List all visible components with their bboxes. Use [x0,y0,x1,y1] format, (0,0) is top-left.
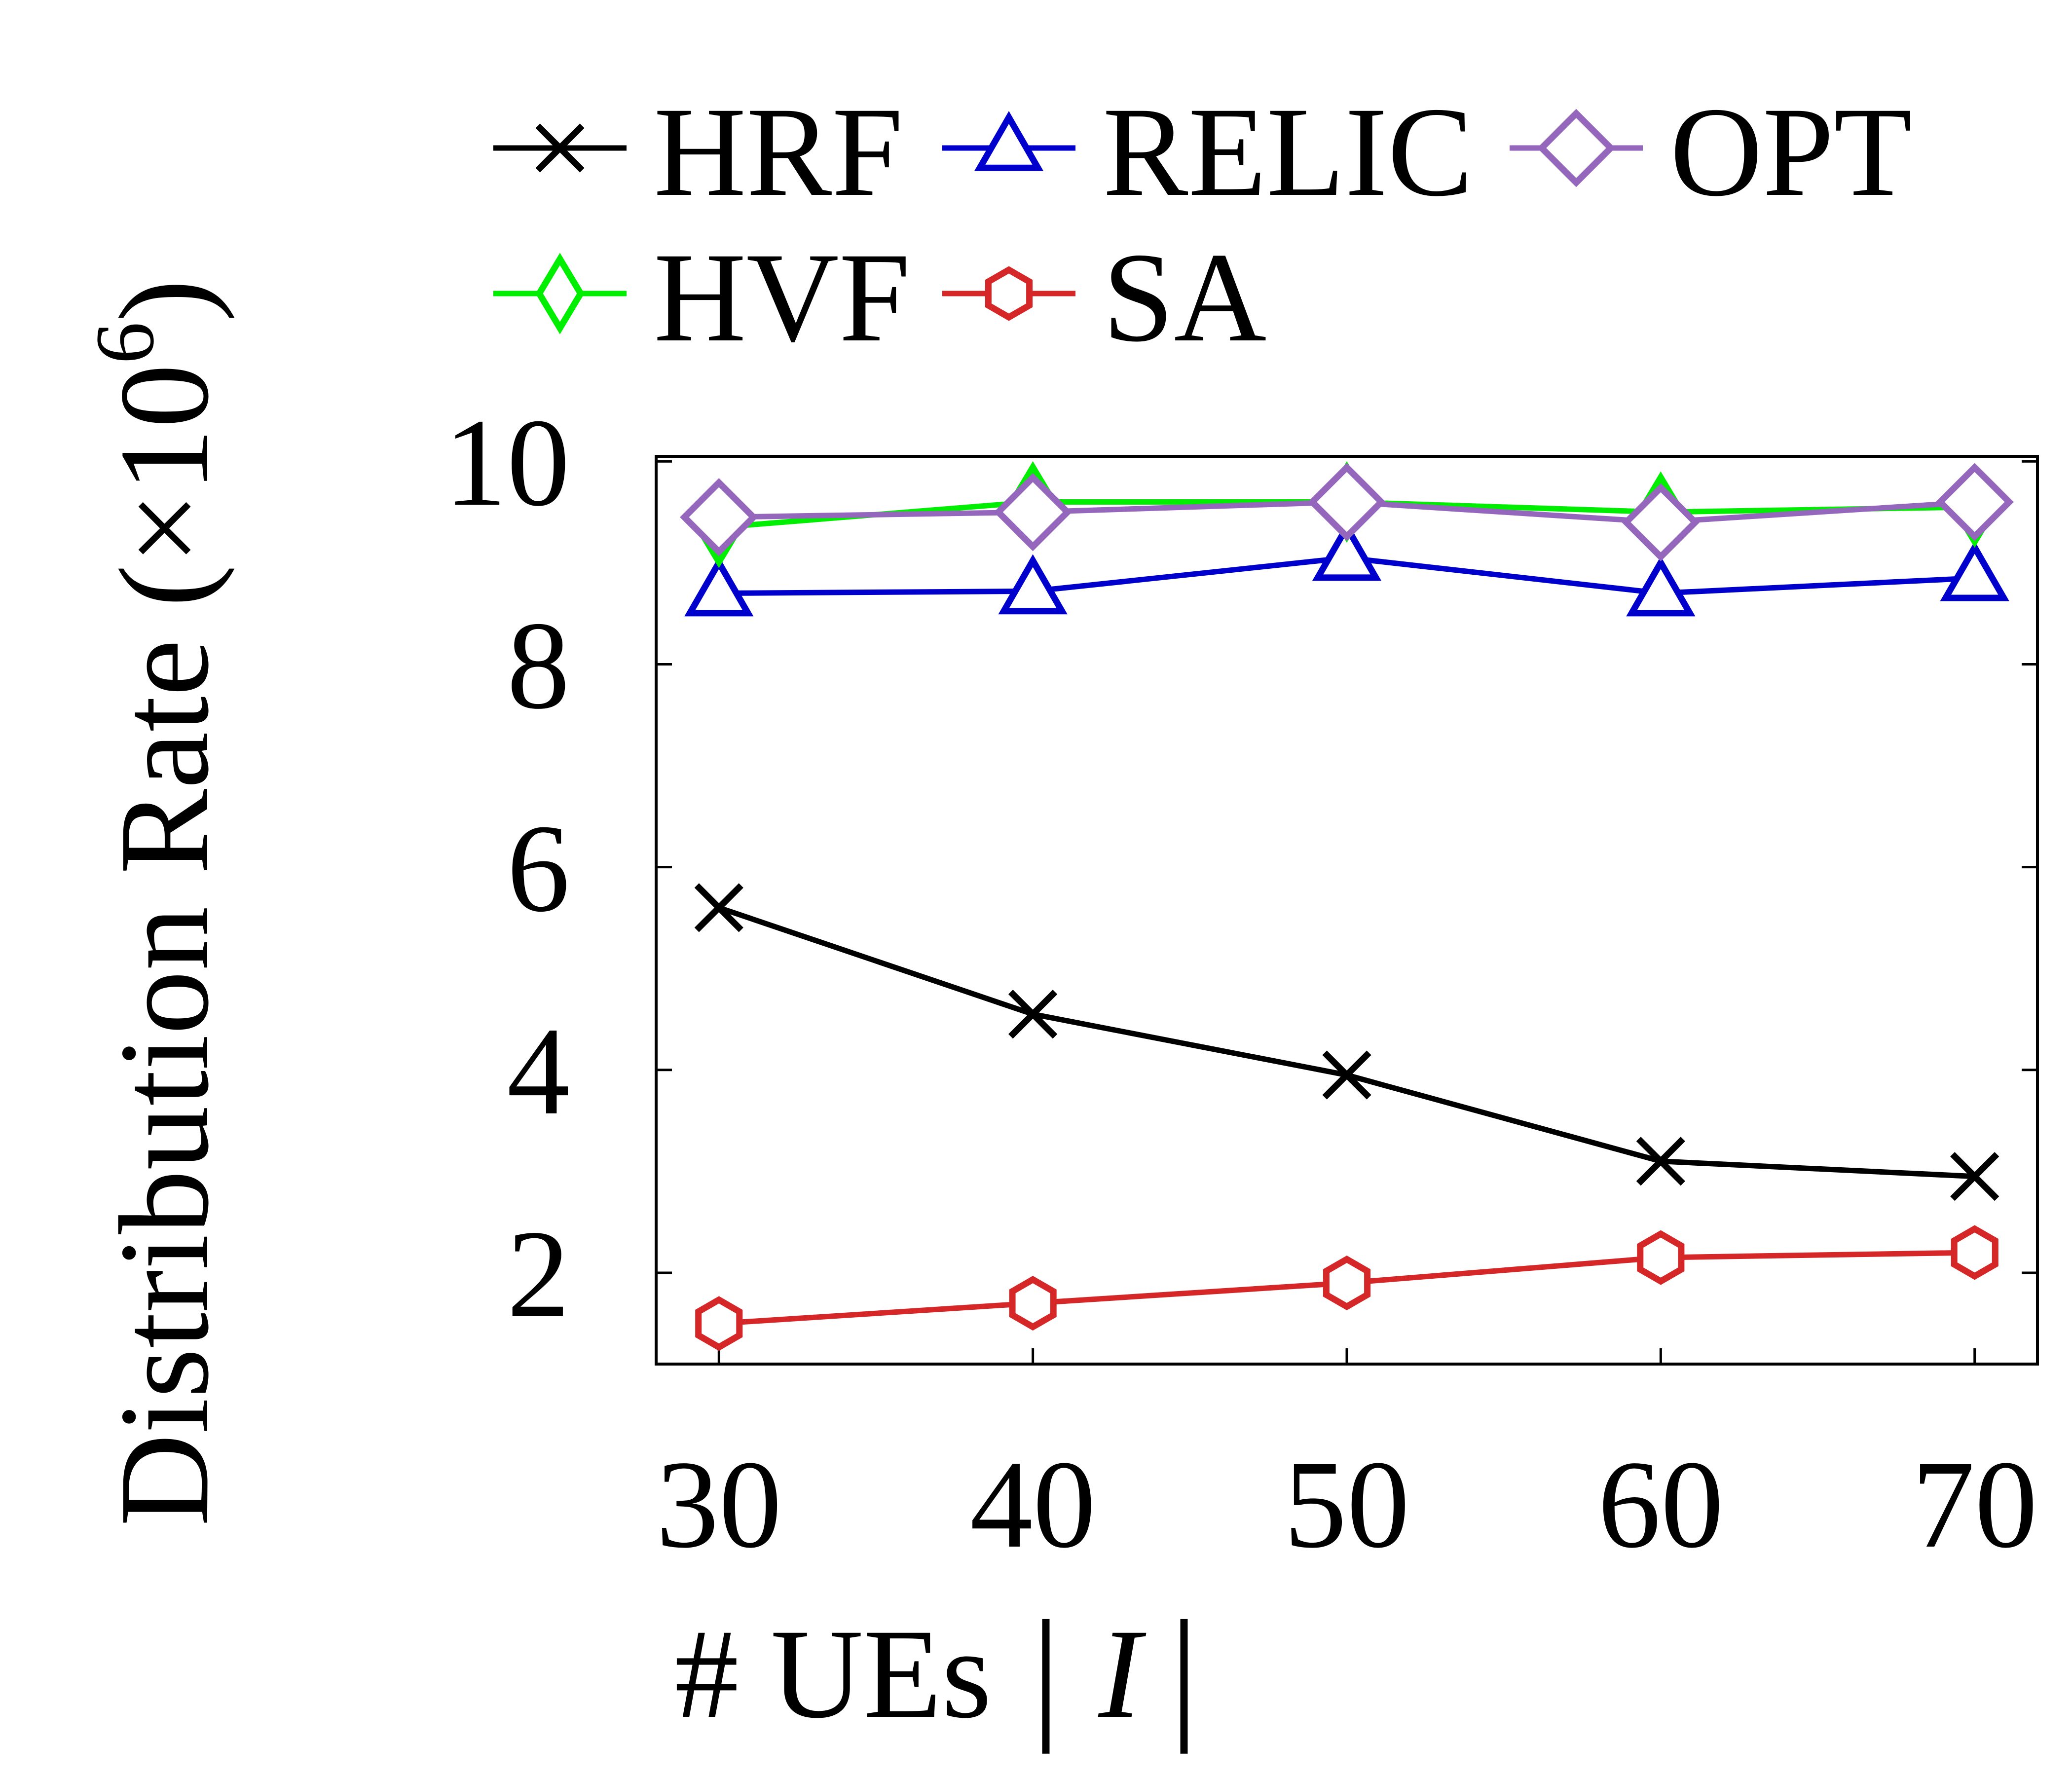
x-axis-label-bar-left: | [1031,1590,1061,1754]
data-point-relic [998,554,1068,615]
data-point-hrf [1008,990,1058,1039]
legend-marker-hrf [535,123,585,173]
data-point-opt [1622,483,1700,561]
y-axis-label-exponent: 6 [78,322,171,364]
legend-item-relic: RELIC [942,81,1473,223]
plot-area: 30 40 50 60 70 2 4 6 8 10 [444,393,2039,1574]
legend-item-hvf: HVF [493,226,910,369]
legend-marker-opt [1537,109,1616,187]
x-tick-label: 40 [970,1435,1096,1574]
data-point-sa [1637,1230,1685,1285]
legend-label-relic: RELIC [1103,81,1473,223]
y-axis-label-text: Distribution Rate (×10 [93,364,235,1526]
y-tick-label: 6 [507,799,570,938]
y-tick-label: 4 [507,1002,570,1141]
data-point-opt [680,478,758,556]
x-tick-label: 50 [1284,1435,1410,1574]
data-point-sa [1951,1225,1998,1280]
y-tick-label: 8 [507,596,570,735]
data-point-hrf [1950,1152,1999,1201]
legend-item-sa: SA [942,226,1266,369]
x-tick-label: 30 [656,1435,782,1574]
legend-label-opt: OPT [1670,81,1912,223]
legend-label-hrf: HRF [654,81,903,223]
legend-item-opt: OPT [1510,81,1912,223]
legend-label-hvf: HVF [654,226,910,369]
data-point-hrf [694,883,743,932]
legend-marker-relic [974,111,1044,171]
data-point-sa [695,1296,743,1351]
x-tick-label: 60 [1598,1435,1724,1574]
data-point-relic [684,556,754,617]
series-line-hrf [718,905,1975,1180]
series-opt [680,463,2014,561]
data-point-hrf [1322,1050,1371,1100]
y-axis-label-close: ) [93,279,235,322]
data-point-opt [994,473,1072,552]
legend-marker-hvf [535,253,585,334]
legend-marker-sa [985,266,1033,321]
data-point-sa [1323,1255,1371,1311]
data-point-opt [1307,463,1386,541]
x-tick-label: 70 [1912,1435,2037,1574]
x-axis-label: # UEs | I | [674,1590,1199,1754]
data-point-hrf [1636,1137,1685,1186]
series-relic [684,520,2009,617]
legend-label-sa: SA [1103,226,1266,369]
y-tick-label: 2 [507,1205,570,1344]
series-hrf [694,883,1999,1201]
data-point-sa [1009,1276,1057,1331]
data-point-relic [1312,520,1382,581]
x-axis-label-bar-right: | [1169,1590,1199,1754]
y-axis-label: Distribution Rate (×106) [78,279,235,1526]
x-axis-label-prefix: # UEs [674,1603,992,1745]
legend-item-hrf: HRF [493,81,903,223]
legend: HRF RELIC OPT HVF SA [493,81,1912,369]
data-point-relic [1626,556,1696,617]
data-point-opt [1935,463,2014,541]
svg-text:Distribution Rate (×106): Distribution Rate (×106) [78,279,235,1526]
x-axis-label-symbol: I [1097,1603,1147,1745]
data-point-relic [1940,541,2009,601]
y-tick-label: 10 [444,393,570,532]
series-sa [695,1225,1998,1351]
